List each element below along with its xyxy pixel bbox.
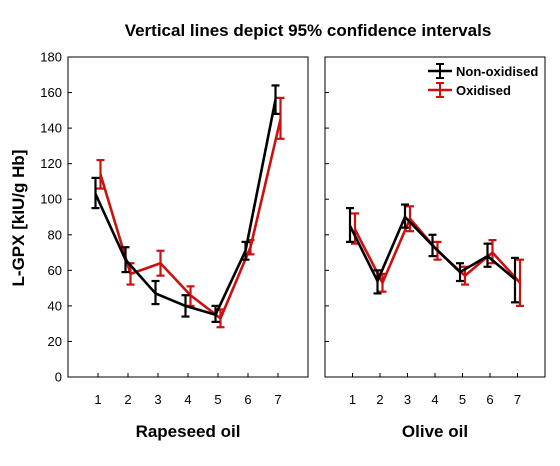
x-axis-label: Rapeseed oil: [136, 422, 241, 441]
x-tick-label: 2: [124, 392, 131, 407]
y-axis-label: L-GPX [kIU/g Hb]: [9, 150, 28, 287]
x-tick-label: 6: [244, 392, 251, 407]
legend-item: Oxidised: [428, 82, 511, 98]
x-tick-label: 7: [274, 392, 281, 407]
x-axis-label: Olive oil: [402, 422, 468, 441]
series-line: [94, 99, 277, 317]
y-tick-label: 140: [40, 121, 62, 136]
plot-layer: 0 20 40 60 80 100 120 140 160 180 1 2 3 4 5 6 7 Rapeseed …: [40, 50, 546, 441]
legend-label: Oxidised: [456, 83, 511, 98]
y-tick-label: 20: [48, 334, 62, 349]
legend-label: Non-oxidised: [456, 64, 538, 79]
x-tick-label: 5: [459, 392, 466, 407]
x-tick-label: 6: [486, 392, 493, 407]
legend: Non-oxidised Oxidised: [428, 63, 538, 98]
series-non-oxidised: [91, 84, 280, 323]
y-tick-label: 100: [40, 192, 62, 207]
series-non-oxidised: [346, 203, 519, 304]
x-tick-label: 3: [404, 392, 411, 407]
y-tick-label: 120: [40, 156, 62, 171]
x-tick-label: 1: [94, 392, 101, 407]
panel-1: 0 20 40 60 80 100 120 140 160 180 1 2 3 4 5 6 7 Rapeseed …: [40, 50, 309, 441]
y-tick-label: 180: [40, 50, 62, 65]
panel-frame: [324, 56, 546, 378]
x-tick-label: 7: [514, 392, 521, 407]
x-tick-label: 1: [349, 392, 356, 407]
x-tick-label: 4: [431, 392, 438, 407]
x-tick-label: 5: [214, 392, 221, 407]
x-tick-label: 4: [184, 392, 191, 407]
y-tick-label: 80: [48, 227, 62, 242]
y-tick-label: 40: [48, 298, 62, 313]
legend-item: Non-oxidised: [428, 63, 538, 79]
chart-title: Vertical lines depict 95% confidence int…: [125, 21, 492, 40]
series-oxidised: [96, 96, 285, 329]
panel-frame: [67, 56, 309, 378]
y-tick-label: 0: [55, 370, 62, 385]
y-tick-label: 160: [40, 85, 62, 100]
x-tick-label: 2: [376, 392, 383, 407]
y-tick-label: 60: [48, 263, 62, 278]
panel-2: 1 2 3 4 5 6 7 Olive oil: [324, 56, 546, 441]
x-tick-label: 3: [154, 392, 161, 407]
